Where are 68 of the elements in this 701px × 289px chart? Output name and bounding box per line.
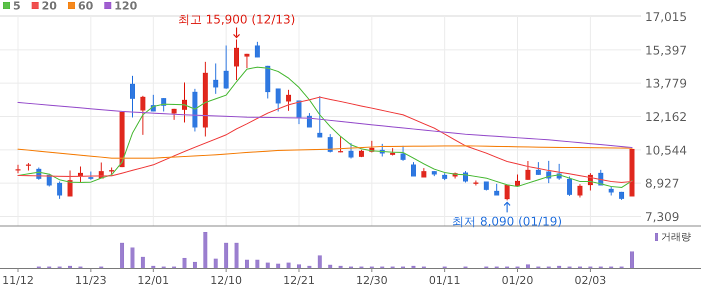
y-tick-label: 7,309 [645, 210, 680, 224]
x-tick-label: 01/20 [502, 274, 534, 287]
candlestick [504, 184, 510, 201]
y-tick-label: 15,397 [645, 43, 687, 58]
bar [182, 258, 187, 268]
bar [630, 251, 634, 268]
y-tick-label: 12,162 [645, 110, 687, 124]
legend-label: 거래량 [661, 232, 691, 243]
candlestick [234, 38, 240, 81]
x-tick-label: 11/12 [2, 274, 34, 287]
x-tick-label: 12/10 [210, 274, 242, 287]
bar [286, 262, 291, 268]
bar [255, 260, 260, 268]
annotation: 최고 15,900 (12/13) [178, 12, 296, 38]
bar [266, 262, 270, 268]
x-tick-label: 01/11 [428, 274, 461, 287]
candlestick [525, 160, 530, 180]
x-tick-label: 12/21 [283, 274, 315, 287]
candlestick [140, 95, 146, 136]
legend-label: 60 [78, 0, 94, 12]
x-tick-label: 02/03 [574, 274, 606, 287]
bar [192, 262, 197, 268]
legend-label: 120 [114, 0, 138, 12]
candlestick [608, 186, 614, 196]
x-tick-label: 12/01 [137, 274, 170, 287]
y-tick-label: 13,779 [645, 76, 687, 91]
legend-label: 5 [13, 0, 21, 12]
candlestick [410, 162, 416, 177]
candlestick [348, 142, 354, 159]
candlestick [276, 88, 281, 112]
x-tick-label: 12/30 [356, 274, 388, 287]
bar [130, 247, 134, 268]
bar [214, 258, 218, 268]
bar [244, 260, 249, 268]
x-tick-label: 11/23 [74, 274, 107, 287]
candlestick [328, 134, 333, 153]
candlestick [213, 62, 218, 94]
bar [203, 232, 208, 268]
legend: 거래량 [655, 232, 691, 243]
bar [120, 242, 124, 268]
y-tick-label: 17,015 [645, 10, 687, 24]
candlestick [536, 162, 541, 176]
candlestick [577, 184, 582, 198]
bar [140, 256, 145, 268]
candlestick [317, 96, 322, 138]
candlestick [68, 170, 73, 197]
candlestick [57, 180, 62, 200]
candlestick [224, 44, 229, 90]
y-tick-label: 10,544 [645, 143, 687, 158]
candlestick [254, 41, 260, 58]
bar [276, 264, 280, 268]
bar [328, 264, 332, 268]
bar [224, 242, 228, 268]
bar [296, 264, 301, 268]
bar [526, 264, 530, 268]
candlestick [567, 176, 572, 196]
candlestick [130, 75, 135, 118]
annotation: 최저 8,090 (01/19) [452, 202, 562, 228]
annotation: 최저 8,090 (01/19) [452, 214, 562, 228]
bar [318, 255, 322, 268]
candlestick [338, 136, 344, 153]
candlestick [286, 89, 292, 112]
y-tick-label: 8,927 [645, 176, 680, 191]
candlestick [400, 145, 406, 162]
candlestick [421, 168, 426, 178]
annotation: 최고 15,900 (12/13) [178, 12, 296, 26]
legend-label: 20 [42, 0, 58, 12]
bar [234, 242, 239, 268]
